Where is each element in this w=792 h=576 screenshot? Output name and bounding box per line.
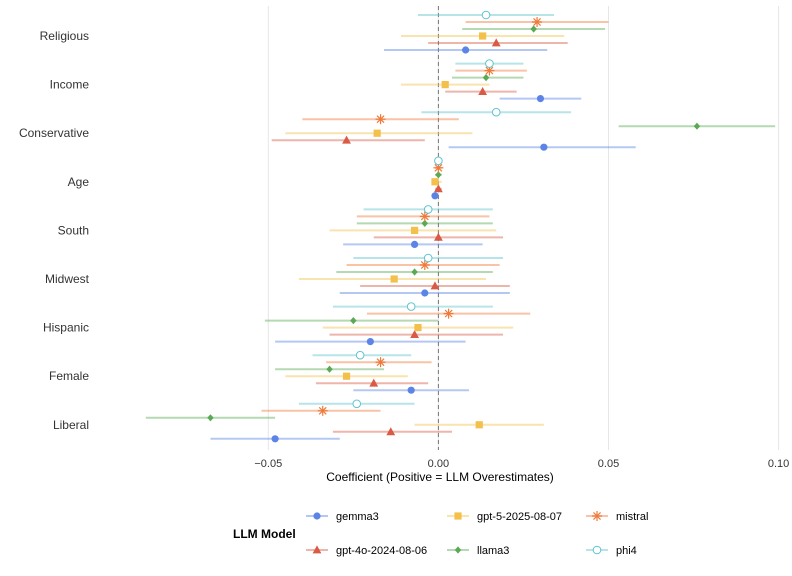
legend-label: mistral [616,511,648,523]
marker-phi4 [406,302,416,311]
category-label: South [58,223,89,237]
legend-label: llama3 [477,545,509,557]
category-label: Liberal [53,418,89,432]
x-tick-label: −0.05 [254,458,282,470]
marker-mistral [419,211,430,222]
marker-mistral [532,17,543,27]
marker-mistral [419,260,430,270]
legend-label: gpt-4o-2024-08-06 [336,545,427,557]
marker-phi4 [481,10,491,20]
marker-gpt-5-2025-08-07 [390,275,398,283]
category-label: Age [68,175,90,189]
category-labels: Religious Income Conservative Age South Midwe… [19,29,90,432]
marker-llama3 [693,122,701,130]
marker-phi4 [355,350,365,360]
marker-gemma3 [462,46,470,54]
legend-title: LLM Model [233,527,296,541]
point-markers [207,10,701,443]
marker-gemma3 [410,240,419,248]
category-label: Midwest [45,272,90,286]
marker-gpt-4o-2024-08-06 [433,184,443,193]
legend-marker-gpt-5-2025-08-07 [454,512,462,520]
marker-gpt-5-2025-08-07 [414,324,422,332]
legend-marker-llama3 [454,546,462,554]
marker-gpt-4o-2024-08-06 [386,427,396,436]
marker-llama3 [207,414,214,422]
legend-label: phi4 [616,545,637,557]
marker-gpt-5-2025-08-07 [441,81,449,89]
x-axis-title: Coefficient (Positive = LLM Overestimate… [326,470,554,484]
marker-llama3 [411,268,418,276]
marker-llama3 [326,365,333,373]
marker-gpt-4o-2024-08-06 [410,330,419,338]
marker-gpt-5-2025-08-07 [479,32,487,40]
marker-phi4 [423,253,433,263]
marker-mistral [375,114,386,125]
marker-phi4 [491,107,501,117]
marker-gemma3 [536,95,545,103]
marker-mistral [317,405,328,416]
legend-label: gpt-5-2025-08-07 [477,511,562,523]
marker-gpt-5-2025-08-07 [431,178,439,186]
legend: LLM Model gemma3 gpt-5-2025-08-07 mistral g… [233,511,648,557]
marker-gemma3 [431,192,439,200]
error-bars [145,14,776,440]
marker-gpt-4o-2024-08-06 [478,87,488,95]
legend-label: gemma3 [336,511,379,523]
marker-phi4 [485,59,494,68]
marker-gpt-4o-2024-08-06 [342,135,351,144]
marker-gpt-5-2025-08-07 [410,226,419,234]
x-tick-labels: −0.05 0.00 0.05 0.10 [254,458,789,470]
category-label: Income [50,78,90,92]
marker-gpt-4o-2024-08-06 [430,281,440,290]
x-tick-label: 0.10 [768,458,789,470]
marker-llama3 [350,317,357,325]
marker-llama3 [421,219,428,227]
category-label: Female [49,369,89,383]
category-label: Hispanic [43,321,89,335]
marker-llama3 [530,25,537,33]
marker-gpt-4o-2024-08-06 [369,378,379,387]
marker-gemma3 [407,386,415,394]
category-label: Conservative [19,126,89,140]
marker-gemma3 [540,143,548,151]
marker-gemma3 [421,289,429,297]
marker-gpt-5-2025-08-07 [373,129,381,137]
x-tick-label: 0.05 [598,458,619,470]
legend-marker-gpt-4o-2024-08-06 [312,545,322,554]
x-tick-label: 0.00 [428,458,449,470]
marker-phi4 [434,156,443,166]
marker-llama3 [435,171,442,179]
marker-gemma3 [271,435,279,443]
marker-phi4 [352,399,362,409]
category-label: Religious [40,29,89,43]
marker-gpt-5-2025-08-07 [475,421,483,429]
legend-marker-gemma3 [313,512,321,520]
legend-marker-mistral [592,511,602,521]
marker-phi4 [423,205,433,214]
marker-mistral [375,357,386,368]
marker-gemma3 [366,338,374,346]
marker-gpt-5-2025-08-07 [342,372,351,380]
marker-gpt-4o-2024-08-06 [433,232,443,241]
marker-mistral [443,308,454,319]
marker-gpt-4o-2024-08-06 [491,38,501,47]
legend-marker-phi4 [592,545,602,555]
marker-llama3 [482,74,490,82]
